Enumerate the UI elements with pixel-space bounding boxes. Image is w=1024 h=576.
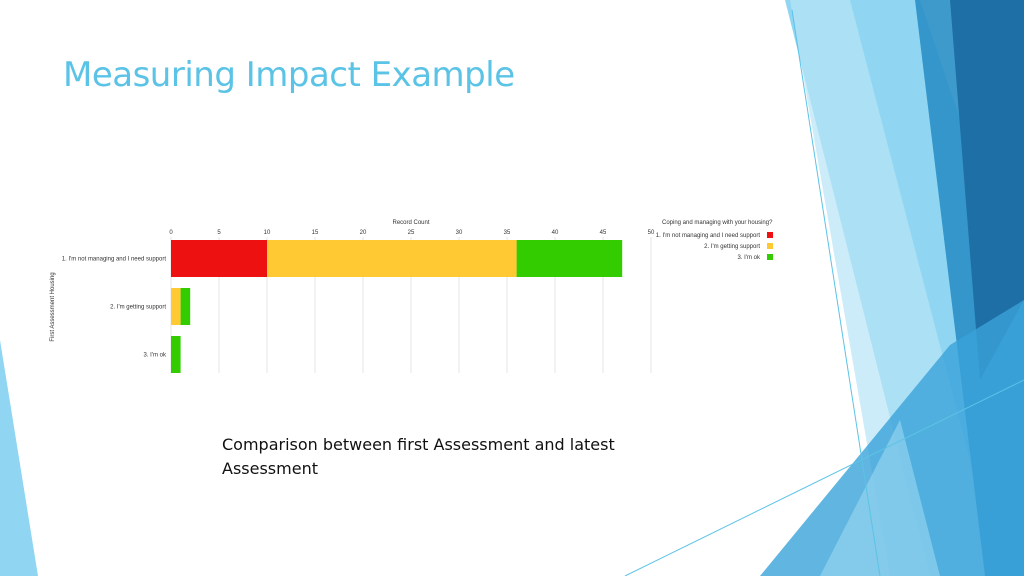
x-tick-label: 5	[217, 230, 221, 236]
category-label: 3. I'm ok	[144, 353, 167, 359]
y-axis-title: First Assessment Housing	[50, 272, 56, 341]
x-tick-label: 50	[648, 230, 655, 236]
decor-panel-dark	[950, 0, 1024, 380]
legend-swatch	[767, 232, 773, 238]
x-tick-label: 25	[408, 230, 415, 236]
bar-segment	[171, 336, 181, 373]
x-tick-label: 15	[312, 230, 319, 236]
chart-legend: Coping and managing with your housing? 1.…	[656, 220, 773, 261]
x-axis-title: Record Count	[392, 220, 429, 226]
x-tick-label: 45	[600, 230, 607, 236]
decor-line	[791, 9, 881, 576]
decor-panel-bottom-light	[820, 420, 940, 576]
x-tick-label: 10	[264, 230, 271, 236]
stacked-bar-chart: 0 5 10 15 20 25 30 35 40 45 50 Record Count First As…	[50, 220, 773, 373]
bar-segment	[171, 288, 181, 325]
decor-line	[624, 379, 1024, 576]
legend-title: Coping and managing with your housing?	[662, 220, 773, 226]
category-label: 2. I'm getting support	[110, 305, 166, 311]
slide-title: Measuring Impact Example	[63, 55, 515, 95]
legend-swatch	[767, 254, 773, 260]
legend-entry-label: 2. I'm getting support	[704, 244, 760, 250]
chart-labels: 0 5 10 15 20 25 30 35 40 45 50 Record Count First As…	[50, 220, 655, 359]
legend-swatch	[767, 243, 773, 249]
bar-segment	[171, 240, 267, 277]
bar-segment	[180, 288, 191, 325]
slide-caption: Comparison between first Assessment and …	[222, 435, 615, 478]
x-tick-label: 35	[504, 230, 511, 236]
x-tick-label: 0	[169, 230, 173, 236]
legend-entry-label: 1. I'm not managing and I need support	[656, 233, 761, 239]
chart-bars	[171, 240, 623, 373]
x-tick-label: 30	[456, 230, 463, 236]
bar-segment	[516, 240, 623, 277]
decor-left-sliver	[0, 340, 38, 576]
x-tick-label: 40	[552, 230, 559, 236]
x-tick-label: 20	[360, 230, 367, 236]
bar-segment	[267, 240, 517, 277]
legend-entry-label: 3. I'm ok	[738, 255, 761, 261]
category-label: 1. I'm not managing and I need support	[62, 257, 167, 263]
